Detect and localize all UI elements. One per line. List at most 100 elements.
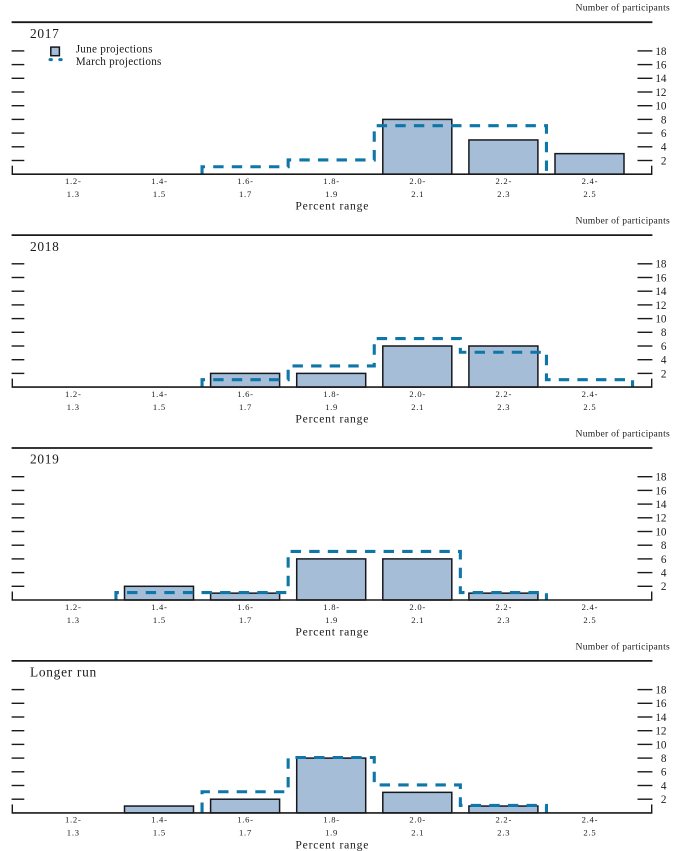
svg-text:16: 16 bbox=[655, 698, 667, 710]
svg-text:1.7: 1.7 bbox=[239, 828, 252, 838]
svg-text:8: 8 bbox=[661, 327, 667, 339]
svg-text:2.1: 2.1 bbox=[411, 402, 424, 412]
svg-text:2017: 2017 bbox=[30, 26, 60, 41]
svg-text:10: 10 bbox=[655, 314, 667, 326]
svg-text:2.4-: 2.4- bbox=[582, 602, 599, 612]
svg-text:1.4-: 1.4- bbox=[151, 176, 168, 186]
svg-text:2.3: 2.3 bbox=[497, 615, 510, 625]
svg-text:4: 4 bbox=[661, 142, 667, 154]
svg-text:1.8-: 1.8- bbox=[323, 815, 340, 825]
svg-text:2: 2 bbox=[661, 155, 667, 167]
svg-text:1.7: 1.7 bbox=[239, 189, 252, 199]
svg-text:Number of participants: Number of participants bbox=[576, 641, 670, 652]
svg-text:18: 18 bbox=[655, 685, 667, 697]
svg-text:4: 4 bbox=[661, 355, 667, 367]
svg-text:8: 8 bbox=[661, 540, 667, 552]
svg-text:1.6-: 1.6- bbox=[237, 176, 254, 186]
svg-text:14: 14 bbox=[655, 286, 667, 298]
svg-text:2.1: 2.1 bbox=[411, 189, 424, 199]
svg-text:18: 18 bbox=[655, 259, 667, 271]
svg-text:2.2-: 2.2- bbox=[495, 176, 512, 186]
svg-text:1.3: 1.3 bbox=[67, 402, 80, 412]
svg-text:2019: 2019 bbox=[30, 452, 60, 467]
svg-text:2.4-: 2.4- bbox=[582, 389, 599, 399]
svg-text:1.9: 1.9 bbox=[325, 615, 338, 625]
svg-text:6: 6 bbox=[661, 767, 667, 779]
svg-text:1.5: 1.5 bbox=[153, 615, 166, 625]
svg-text:1.3: 1.3 bbox=[67, 828, 80, 838]
svg-text:1.6-: 1.6- bbox=[237, 602, 254, 612]
svg-text:1.3: 1.3 bbox=[67, 189, 80, 199]
svg-text:Longer run: Longer run bbox=[30, 665, 97, 680]
svg-text:16: 16 bbox=[655, 272, 667, 284]
svg-text:16: 16 bbox=[655, 60, 667, 72]
svg-text:June projections: June projections bbox=[76, 44, 153, 56]
svg-text:1.8-: 1.8- bbox=[323, 176, 340, 186]
svg-text:1.2-: 1.2- bbox=[65, 602, 82, 612]
svg-text:2.3: 2.3 bbox=[497, 189, 510, 199]
svg-text:2: 2 bbox=[661, 794, 667, 806]
svg-text:2.5: 2.5 bbox=[583, 828, 596, 838]
svg-text:14: 14 bbox=[655, 712, 667, 724]
svg-text:1.7: 1.7 bbox=[239, 615, 252, 625]
svg-text:2.1: 2.1 bbox=[411, 828, 424, 838]
svg-text:1.4-: 1.4- bbox=[151, 389, 168, 399]
svg-text:1.3: 1.3 bbox=[67, 615, 80, 625]
svg-text:12: 12 bbox=[655, 726, 666, 738]
svg-text:2: 2 bbox=[661, 581, 667, 593]
svg-text:1.4-: 1.4- bbox=[151, 602, 168, 612]
svg-text:2.0-: 2.0- bbox=[409, 389, 426, 399]
svg-text:1.9: 1.9 bbox=[325, 828, 338, 838]
svg-text:Number of participants: Number of participants bbox=[576, 428, 670, 439]
svg-text:2.2-: 2.2- bbox=[495, 815, 512, 825]
svg-text:Percent range: Percent range bbox=[295, 838, 369, 851]
svg-text:1.4-: 1.4- bbox=[151, 815, 168, 825]
svg-text:1.5: 1.5 bbox=[153, 402, 166, 412]
svg-text:2.4-: 2.4- bbox=[582, 176, 599, 186]
svg-text:2018: 2018 bbox=[30, 239, 60, 254]
svg-text:1.6-: 1.6- bbox=[237, 815, 254, 825]
svg-text:Percent range: Percent range bbox=[295, 625, 369, 638]
svg-text:18: 18 bbox=[655, 46, 667, 58]
svg-text:8: 8 bbox=[661, 753, 667, 765]
svg-text:2.5: 2.5 bbox=[583, 189, 596, 199]
svg-text:6: 6 bbox=[661, 341, 667, 353]
svg-text:March projections: March projections bbox=[76, 56, 162, 68]
svg-text:12: 12 bbox=[655, 513, 666, 525]
svg-text:2.3: 2.3 bbox=[497, 828, 510, 838]
svg-text:18: 18 bbox=[655, 472, 667, 484]
svg-text:2.0-: 2.0- bbox=[409, 176, 426, 186]
svg-text:1.9: 1.9 bbox=[325, 402, 338, 412]
svg-text:1.2-: 1.2- bbox=[65, 389, 82, 399]
svg-text:4: 4 bbox=[661, 780, 667, 792]
svg-text:1.5: 1.5 bbox=[153, 828, 166, 838]
svg-text:10: 10 bbox=[655, 101, 667, 113]
svg-text:6: 6 bbox=[661, 554, 667, 566]
svg-text:4: 4 bbox=[661, 568, 667, 580]
svg-text:1.6-: 1.6- bbox=[237, 389, 254, 399]
svg-text:Number of participants: Number of participants bbox=[576, 3, 670, 14]
svg-text:Number of participants: Number of participants bbox=[576, 216, 670, 227]
svg-text:2.5: 2.5 bbox=[583, 402, 596, 412]
svg-text:Percent range: Percent range bbox=[295, 200, 369, 213]
svg-text:1.9: 1.9 bbox=[325, 189, 338, 199]
svg-text:14: 14 bbox=[655, 73, 667, 85]
svg-text:12: 12 bbox=[655, 87, 666, 99]
svg-text:10: 10 bbox=[655, 526, 667, 538]
svg-text:2: 2 bbox=[661, 368, 667, 380]
svg-text:2.2-: 2.2- bbox=[495, 389, 512, 399]
svg-text:2.5: 2.5 bbox=[583, 615, 596, 625]
svg-text:14: 14 bbox=[655, 499, 667, 511]
svg-text:1.5: 1.5 bbox=[153, 189, 166, 199]
svg-text:1.2-: 1.2- bbox=[65, 176, 82, 186]
svg-text:Percent range: Percent range bbox=[295, 413, 369, 426]
svg-text:1.8-: 1.8- bbox=[323, 602, 340, 612]
svg-text:12: 12 bbox=[655, 300, 666, 312]
svg-text:2.3: 2.3 bbox=[497, 402, 510, 412]
svg-text:2.2-: 2.2- bbox=[495, 602, 512, 612]
svg-text:2.0-: 2.0- bbox=[409, 815, 426, 825]
svg-text:6: 6 bbox=[661, 128, 667, 140]
svg-text:2.0-: 2.0- bbox=[409, 602, 426, 612]
svg-text:1.8-: 1.8- bbox=[323, 389, 340, 399]
svg-text:8: 8 bbox=[661, 114, 667, 126]
